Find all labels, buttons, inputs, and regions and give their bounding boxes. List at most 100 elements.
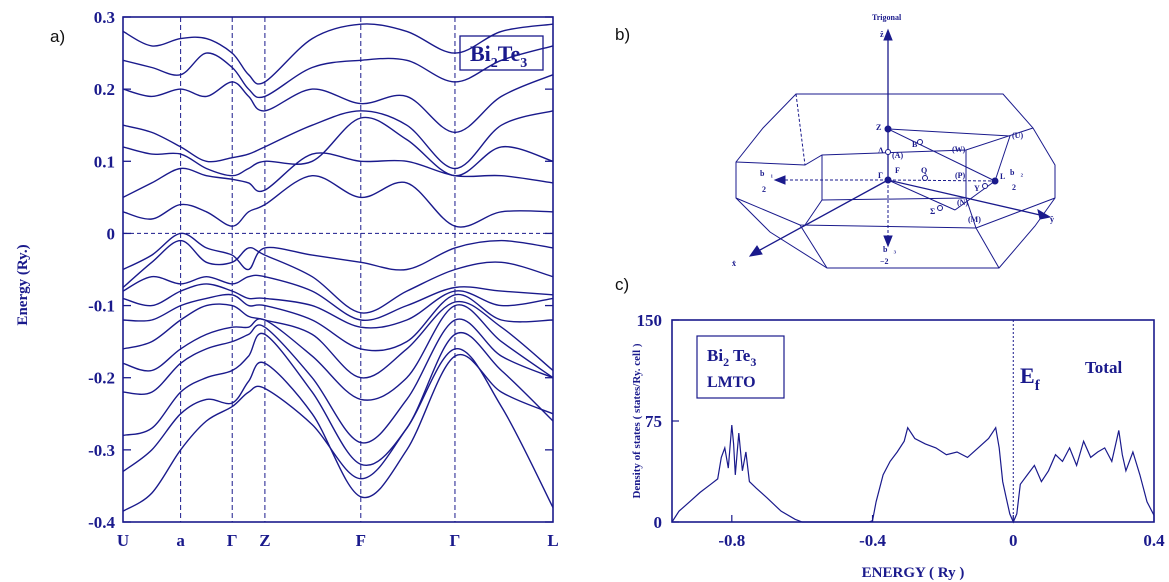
brillouin-zone-diagram bbox=[735, 28, 1056, 269]
bz-label-lambda: Λ bbox=[878, 146, 884, 155]
bz-label-y: Y bbox=[974, 184, 980, 193]
bz-line-zu bbox=[887, 128, 1011, 137]
bz-y-arrow bbox=[1037, 208, 1052, 220]
bz-inner-bottom bbox=[821, 197, 967, 201]
bz-point-y bbox=[982, 183, 988, 189]
bz-point-lambda bbox=[885, 149, 891, 155]
bz-z-arrow bbox=[883, 28, 893, 41]
dos-chart: 150 75 0 -0.8 -0.4 0 0.4 Density of states ( … bbox=[631, 311, 1165, 581]
band-line-3 bbox=[122, 331, 554, 467]
bz-b1-arrow bbox=[773, 175, 786, 185]
bz-label-n: (N) bbox=[957, 198, 968, 207]
panel-label-a: a) bbox=[50, 27, 65, 46]
dos-total-series bbox=[671, 424, 1155, 524]
k-point-label: a bbox=[176, 531, 185, 550]
band-line-4 bbox=[122, 318, 554, 444]
dos-fermi-label: Ef bbox=[1020, 363, 1041, 394]
bz-label-f: F bbox=[895, 166, 900, 175]
band-plot-frame bbox=[122, 16, 554, 523]
band-title: Bi2Te3 bbox=[470, 41, 527, 71]
bz-line-gm bbox=[887, 179, 956, 211]
bz-label-u: (U) bbox=[1012, 131, 1023, 140]
band-y-axis-title: Energy (Ry.) bbox=[15, 244, 31, 325]
band-line-5 bbox=[122, 304, 554, 401]
band-line-12 bbox=[122, 174, 554, 228]
band-line-8 bbox=[122, 283, 554, 329]
dos-y-tick-label: 150 bbox=[637, 311, 663, 330]
bz-x-arrow bbox=[748, 245, 763, 257]
bz-label-z: Z bbox=[876, 123, 881, 132]
dos-x-tick-label: -0.4 bbox=[859, 531, 886, 550]
bz-label-b1: b⃗₁ bbox=[760, 169, 774, 178]
bz-point-gamma bbox=[884, 176, 892, 184]
dos-x-axis-title: ENERGY ( Ry ) bbox=[862, 565, 965, 581]
bz-line-ml bbox=[954, 180, 996, 211]
band-y-tick-labels: 0.3 0.2 0.1 0 -0.1 -0.2 -0.3 -0.4 bbox=[88, 8, 115, 532]
dos-x-tick-labels: -0.8 -0.4 0 0.4 bbox=[718, 531, 1165, 550]
dos-fermi-base: E bbox=[1020, 363, 1035, 388]
band-line-1 bbox=[122, 348, 554, 512]
dos-y-tick-label: 75 bbox=[645, 412, 662, 431]
bz-label-p: (P) bbox=[955, 171, 966, 180]
bz-label-b3: b⃗₃ bbox=[883, 245, 897, 254]
band-line-18 bbox=[122, 23, 554, 85]
band-title-box bbox=[459, 35, 544, 71]
band-line-13 bbox=[122, 152, 554, 199]
band-y-tick-label: -0.1 bbox=[88, 297, 115, 316]
bz-side-left bbox=[799, 224, 828, 269]
band-y-tick-label: 0.3 bbox=[94, 8, 115, 27]
bz-label-sigma: Σ bbox=[930, 207, 935, 216]
bz-point-z bbox=[884, 125, 892, 133]
band-line-16 bbox=[122, 74, 554, 134]
band-line-15 bbox=[122, 110, 554, 170]
bz-line-zl bbox=[887, 128, 996, 182]
dos-legend-sub2: 3 bbox=[750, 355, 756, 369]
bz-point-l bbox=[991, 177, 999, 185]
band-y-tick-label: 0 bbox=[107, 224, 116, 243]
dos-y-tick-label: 0 bbox=[654, 513, 663, 532]
k-point-label: L bbox=[547, 531, 558, 550]
bz-point-sigma bbox=[937, 205, 943, 211]
band-line-10 bbox=[122, 239, 554, 314]
band-line-2 bbox=[122, 353, 554, 499]
dos-x-tick-label: 0 bbox=[1009, 531, 1018, 550]
band-line-6 bbox=[122, 300, 554, 379]
k-point-label: U bbox=[117, 531, 129, 550]
bz-side-right bbox=[975, 227, 1000, 269]
band-k-point-lines bbox=[180, 17, 456, 522]
panel-label-b: b) bbox=[615, 25, 630, 44]
bz-point-q bbox=[922, 175, 928, 181]
dos-legend-base2: Te bbox=[729, 346, 751, 365]
band-y-tick-label: -0.2 bbox=[88, 369, 115, 388]
dos-fermi-sub: f bbox=[1035, 378, 1041, 394]
bz-label-b3-den: −2 bbox=[880, 257, 889, 266]
band-title-base1: Bi bbox=[470, 41, 491, 66]
k-point-label: Z bbox=[259, 531, 270, 550]
band-title-base2: Te bbox=[498, 41, 521, 66]
bz-b2-vector bbox=[887, 179, 996, 182]
band-y-tick-label: 0.1 bbox=[94, 152, 115, 171]
bz-y-axis bbox=[887, 179, 1041, 216]
band-line-17 bbox=[122, 45, 554, 99]
dos-total-label: Total bbox=[1085, 358, 1122, 377]
bz-label-b2-den: 2 bbox=[1012, 183, 1016, 192]
dos-legend-method: LMTO bbox=[707, 374, 756, 391]
band-title-sub2: 3 bbox=[520, 56, 527, 71]
bz-x-axis-label: x̂ bbox=[732, 259, 736, 268]
bz-line-lu bbox=[994, 135, 1011, 182]
band-y-ticks bbox=[123, 16, 553, 523]
dos-legend-formula: Bi2 Te3 bbox=[707, 346, 756, 369]
dos-legend-sub1: 2 bbox=[723, 355, 729, 369]
dos-x-tick-label: -0.8 bbox=[718, 531, 745, 550]
bz-label-w: (W) bbox=[952, 145, 966, 154]
bz-label-m: (M) bbox=[968, 215, 981, 224]
bz-bottom-edge bbox=[735, 197, 1056, 229]
band-y-tick-label: 0.2 bbox=[94, 80, 115, 99]
k-point-label: Γ bbox=[227, 531, 238, 550]
bz-b3-arrow bbox=[883, 235, 893, 248]
band-line-9 bbox=[122, 274, 554, 321]
bz-label-b2: b⃗₂ bbox=[1010, 168, 1024, 177]
